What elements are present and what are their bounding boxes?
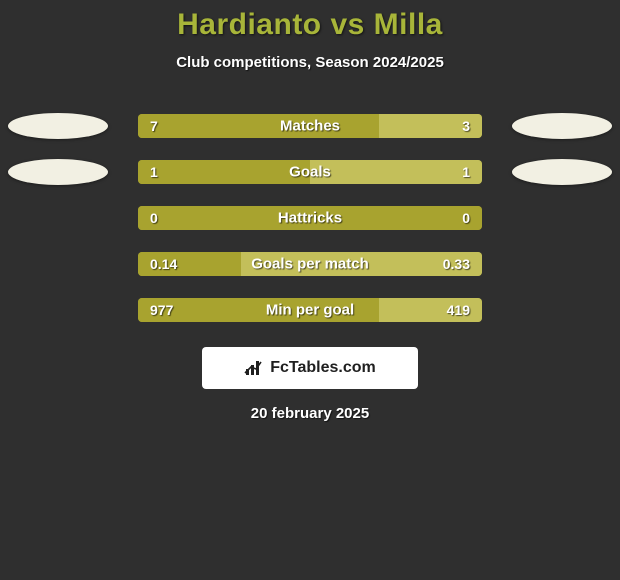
right-value: 419 (447, 302, 470, 318)
right-marker (512, 113, 612, 139)
stat-bar: 977 419 Min per goal (138, 298, 482, 322)
right-value: 0 (462, 210, 470, 226)
left-value: 977 (150, 302, 173, 318)
stat-bar: 1 1 Goals (138, 160, 482, 184)
stat-label: Hattricks (278, 210, 342, 227)
right-value: 0.33 (443, 256, 470, 272)
stat-bar: 0 0 Hattricks (138, 206, 482, 230)
stat-bar: 7 3 Matches (138, 114, 482, 138)
stat-row: 0.14 0.33 Goals per match (0, 241, 620, 287)
brand-badge[interactable]: FcTables.com (202, 347, 418, 389)
left-value: 1 (150, 164, 158, 180)
stat-row: 1 1 Goals (0, 149, 620, 195)
left-value: 0 (150, 210, 158, 226)
bar-right-segment (310, 160, 482, 184)
stat-label: Min per goal (266, 302, 354, 319)
bar-chart-icon (244, 359, 264, 377)
subtitle: Club competitions, Season 2024/2025 (0, 54, 620, 71)
brand-text: FcTables.com (270, 359, 376, 377)
date-text: 20 february 2025 (0, 405, 620, 422)
stat-row: 0 0 Hattricks (0, 195, 620, 241)
bar-left-segment (138, 160, 310, 184)
stat-label: Goals (289, 164, 331, 181)
stat-label: Goals per match (251, 256, 369, 273)
stat-label: Matches (280, 118, 340, 135)
left-marker (8, 159, 108, 185)
stat-bar: 0.14 0.33 Goals per match (138, 252, 482, 276)
right-value: 1 (462, 164, 470, 180)
left-value: 7 (150, 118, 158, 134)
stat-rows: 7 3 Matches 1 1 Goals 0 0 Hattricks 0.14 0.33 Goals… (0, 103, 620, 333)
stat-row: 977 419 Min per goal (0, 287, 620, 333)
left-value: 0.14 (150, 256, 177, 272)
right-value: 3 (462, 118, 470, 134)
right-marker (512, 159, 612, 185)
page-title: Hardianto vs Milla (0, 8, 620, 42)
left-marker (8, 113, 108, 139)
comparison-card: Hardianto vs Milla Club competitions, Se… (0, 0, 620, 580)
bar-left-segment (138, 114, 379, 138)
stat-row: 7 3 Matches (0, 103, 620, 149)
